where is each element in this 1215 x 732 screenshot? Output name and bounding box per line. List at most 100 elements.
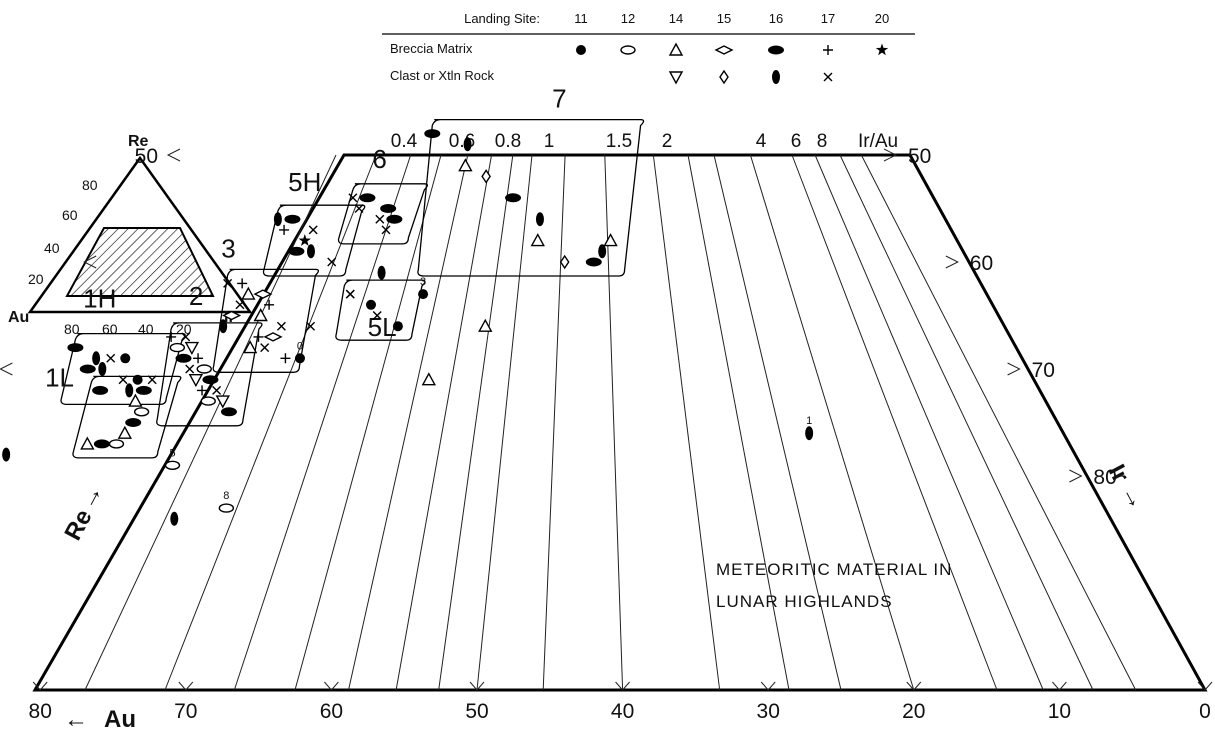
point-5H-3-shape xyxy=(279,224,290,235)
point-3-2-shape xyxy=(253,289,273,299)
legend-symbol-0-17 xyxy=(823,45,833,55)
outlier-point-10-shape xyxy=(421,372,436,386)
inset-tick-re-60: 60 xyxy=(62,207,78,223)
inset-tick-re-20: 20 xyxy=(28,271,44,287)
point-2-9-shape xyxy=(202,375,219,385)
point-2-0-shape xyxy=(166,331,177,342)
inset-re-label: Re xyxy=(128,133,149,150)
outlier-point-2-shape xyxy=(164,460,181,470)
ir-au-line-2.5 xyxy=(687,154,790,691)
inset-tick-au-60: 60 xyxy=(102,321,118,337)
point-1H-1-shape xyxy=(92,351,101,366)
point-6-2-shape xyxy=(354,204,364,213)
legend-symbol-0-11-shape xyxy=(576,45,586,55)
point-6-5-shape xyxy=(386,214,403,224)
point-1H-6 xyxy=(118,375,128,385)
ir-au-line-0.4 xyxy=(164,154,377,691)
point-5H-5-shape xyxy=(288,246,305,256)
outlier-point-7 xyxy=(345,289,355,299)
outlier-point-11-shape xyxy=(478,318,493,332)
point-5H-6 xyxy=(306,244,315,259)
outlier-point-0-shape xyxy=(2,447,11,462)
au-tick-mark-60 xyxy=(324,681,339,691)
point-7-5-shape xyxy=(535,212,544,227)
point-5H-2 xyxy=(308,225,318,235)
point-6-4 xyxy=(375,214,385,224)
point-5H-3 xyxy=(279,224,290,235)
point-7-5 xyxy=(535,212,544,227)
legend-symbol-0-16-shape xyxy=(768,45,784,55)
point-1L-7 xyxy=(135,385,152,395)
point-5H-7-shape xyxy=(327,257,337,267)
legend-symbol-1-15-shape xyxy=(719,69,729,85)
point-1H-3-shape xyxy=(120,353,131,364)
point-1L-0-shape xyxy=(80,436,95,450)
au-tick-30: 30 xyxy=(757,700,780,723)
point-7-7 xyxy=(559,254,570,270)
point-1H-8-shape xyxy=(92,385,109,395)
ir-au-line-0.5 xyxy=(233,154,412,691)
point-5H-1-shape xyxy=(273,212,282,227)
group-label-6: 6 xyxy=(372,144,386,174)
point-1H-10-shape xyxy=(147,375,157,385)
point-2-4-shape xyxy=(175,353,192,363)
ir-au-tick-0.8: 0.8 xyxy=(495,131,521,152)
ir-au-tick-1.5: 1.5 xyxy=(606,131,632,152)
au-tick-60: 60 xyxy=(320,700,343,723)
point-6-5 xyxy=(386,214,403,224)
point-3-9 xyxy=(253,331,264,342)
point-7-2 xyxy=(458,158,473,172)
point-1L-4 xyxy=(125,418,142,427)
point-7-8 xyxy=(585,257,602,267)
point-5L-2-shape xyxy=(372,311,382,320)
point-2-14-shape xyxy=(220,407,237,417)
legend-symbol-1-14-shape xyxy=(668,71,684,85)
ir-au-line-1.2 xyxy=(542,154,566,691)
re-tick-50: 50 xyxy=(135,145,158,168)
point-2-8 xyxy=(188,374,204,388)
point-2-1 xyxy=(181,332,191,342)
point-7-10-shape xyxy=(603,233,618,247)
point-2-11 xyxy=(212,385,222,395)
annotation-line-1: METEORITIC MATERIAL IN xyxy=(716,560,952,579)
point-2-6 xyxy=(185,364,195,374)
point-2-9 xyxy=(202,375,219,385)
legend-symbol-0-20-shape xyxy=(875,43,889,56)
point-3-10 xyxy=(263,332,283,342)
au-tick-mark-80 xyxy=(32,681,48,691)
au-tick-70: 70 xyxy=(174,700,197,723)
group-envelope-1L xyxy=(72,375,182,459)
point-7-7-shape xyxy=(559,254,570,270)
point-2-1-shape xyxy=(181,332,191,342)
point-2-12 xyxy=(200,396,216,406)
inset-hatched-region xyxy=(65,227,215,297)
legend-symbol-1-15 xyxy=(719,69,729,85)
point-1H-6-shape xyxy=(118,375,128,385)
point-1H-0 xyxy=(67,343,84,353)
point-1H-5-shape xyxy=(98,362,107,376)
ir-tick-mark-80 xyxy=(1069,469,1083,483)
legend-symbol-0-16 xyxy=(768,45,784,55)
legend-symbol-1-17-shape xyxy=(823,72,833,82)
ir-tick-80: 80 xyxy=(1093,466,1116,489)
point-1L-6-shape xyxy=(128,393,143,407)
point-6-4-shape xyxy=(375,214,385,224)
point-2-0 xyxy=(166,331,177,342)
point-2-3-shape xyxy=(184,341,200,356)
point-6-1-shape xyxy=(359,193,376,203)
au-tick-mark-30 xyxy=(760,681,776,691)
point-1L-2 xyxy=(108,439,125,449)
outlier-point-3-shape xyxy=(218,503,235,513)
legend-site-16: 16 xyxy=(769,11,783,26)
au-tick-mark-20 xyxy=(906,681,922,691)
outlier-label-9: 3 xyxy=(420,276,426,288)
ir-au-line-1 xyxy=(476,154,533,691)
point-6-6-shape xyxy=(381,225,391,235)
legend-row-clast: Clast or Xtln Rock xyxy=(390,68,495,83)
inset-tick-re-80: 80 xyxy=(82,177,98,193)
inset-triangle xyxy=(27,155,253,314)
point-1H-1 xyxy=(92,351,101,366)
outlier-point-10 xyxy=(421,372,436,386)
point-1L-4-shape xyxy=(125,418,142,427)
